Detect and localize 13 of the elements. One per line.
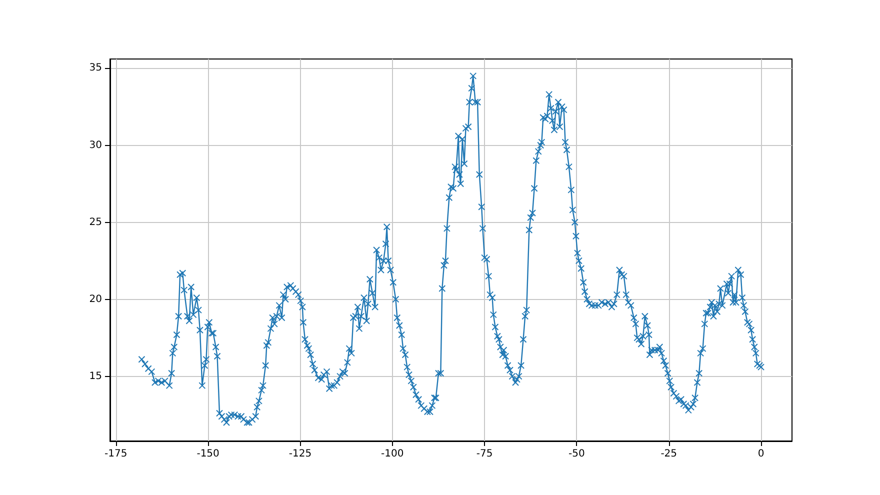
x-tick-label: -75 [476, 448, 493, 460]
x-tick-label: -50 [568, 448, 585, 460]
x-tick-label: -175 [104, 448, 128, 460]
y-tick-label: 30 [89, 140, 102, 151]
x-tick-label: -125 [288, 448, 312, 460]
x-tick-label: -25 [660, 448, 678, 460]
x-tick-label: -100 [381, 448, 404, 460]
x-tick-label: -150 [196, 448, 220, 460]
y-tick-label: 15 [89, 370, 102, 382]
y-tick-label: 20 [89, 294, 102, 305]
y-tick-label: 25 [89, 216, 102, 228]
y-tick-label: 35 [89, 62, 102, 74]
x-tick-label: 0 [758, 448, 764, 460]
